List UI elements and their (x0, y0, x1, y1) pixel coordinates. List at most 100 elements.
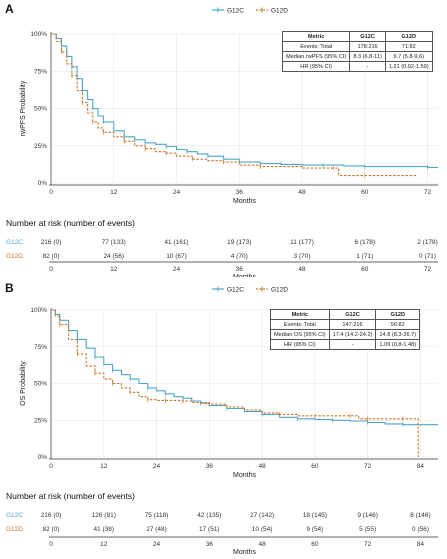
risk-cell: 41 (161) (164, 239, 188, 246)
risk-cell: 5 (55) (359, 526, 376, 533)
risk-cell: 9 (146) (357, 512, 378, 519)
risk-cell: 11 (177) (290, 239, 314, 246)
risk-cell: 75 (118) (145, 512, 169, 519)
risk-x-tick-label: 48 (298, 266, 306, 273)
risk-cell: 0 (71) (419, 253, 436, 260)
stats-row: Events: Total 178:216 71:82 (281, 41, 433, 52)
y-tick-label: 100% (30, 31, 47, 38)
risk-cell: 126 (81) (92, 512, 116, 519)
stats-cell: Median OS (95% CI) (270, 329, 330, 340)
risk-table-title: Number at risk (number of events) (6, 491, 135, 501)
stats-cell: - (328, 339, 377, 350)
y-axis-title: rwPFS Probability (20, 80, 27, 136)
risk-x-tick-label: 60 (311, 541, 319, 548)
stats-row: Median rwPFS (95% CI) 8.3 (6.8-11) 6.7 (… (281, 51, 433, 62)
risk-cell: 3 (70) (294, 253, 311, 260)
risk-cell: 0 (56) (412, 526, 429, 533)
x-tick-label: 12 (110, 189, 118, 196)
stats-cell: 14.8 (8.3-26.7) (375, 329, 421, 340)
stats-cell: 6.7 (5.8-9.6) (384, 51, 433, 62)
risk-cell: 4 (70) (231, 253, 248, 260)
y-tick-label: 0% (38, 454, 48, 461)
y-tick-label: 75% (34, 68, 47, 75)
y-tick-label: 0% (38, 180, 48, 187)
risk-cell: 82 (0) (43, 253, 60, 260)
x-tick-label: 48 (298, 189, 306, 196)
y-axis-title: OS Probability (20, 361, 27, 406)
risk-cell: 77 (133) (102, 239, 126, 246)
risk-x-tick-label: 72 (424, 266, 432, 273)
x-tick-label: 72 (364, 463, 372, 470)
stats-cell: 8.3 (6.8-11) (349, 51, 386, 62)
risk-cell: 216 (0) (41, 512, 62, 519)
y-tick-label: 50% (34, 381, 47, 388)
stats-cell: 178:216 (349, 41, 386, 52)
stats-header-g12d: G12D (384, 31, 433, 42)
x-axis-title: Months (233, 198, 256, 205)
km-curve-g12d (51, 33, 418, 177)
risk-row-label: G12D (6, 526, 23, 533)
stats-header-g12c: G12C (349, 31, 386, 42)
panel-b: B G12C G12D 0% 25% 50% 75% 100% 0 12 24 36 48 60 72 84 M… (0, 277, 447, 556)
risk-cell: 19 (173) (227, 239, 251, 246)
x-tick-label: 12 (100, 463, 108, 470)
stats-cell: HR (95% CI) (270, 339, 330, 350)
risk-table-title: Number at risk (number of events) (6, 218, 135, 228)
risk-cell: 10 (67) (166, 253, 187, 260)
risk-x-tick-label: 24 (153, 541, 161, 548)
stats-header-metric: Metric (270, 309, 330, 320)
x-tick-label: 60 (311, 463, 319, 470)
risk-cell: 82 (0) (43, 526, 60, 533)
risk-cell: 10 (54) (252, 526, 273, 533)
stats-cell: - (349, 61, 386, 72)
stats-cell: 147:216 (328, 319, 377, 330)
risk-x-tick-label: 12 (100, 541, 108, 548)
y-tick-label: 75% (34, 344, 47, 351)
legend-label: G12C (227, 286, 244, 293)
panel-b-stats-table: Metric G12C G12D Events: Total 147:216 5… (270, 309, 421, 350)
risk-x-tick-label: 48 (258, 541, 266, 548)
stats-row: HR (95% CI) - 1.09 (0.8-1.48) (270, 339, 421, 350)
stats-cell: Events: Total (281, 41, 351, 52)
risk-cell: 6 (178) (354, 239, 375, 246)
stats-cell: Median rwPFS (95% CI) (281, 51, 351, 62)
x-tick-label: 72 (424, 189, 432, 196)
stats-cell: 1.09 (0.8-1.48) (375, 339, 421, 350)
stats-row: Events: Total 147:216 56:82 (270, 319, 421, 330)
risk-cell: 27 (142) (250, 512, 274, 519)
risk-cell: 2 (178) (417, 239, 438, 246)
risk-x-tick-label: 72 (364, 541, 372, 548)
risk-cell: 216 (0) (41, 239, 62, 246)
legend-label: G12C (227, 7, 244, 14)
risk-cell: 42 (135) (197, 512, 221, 519)
y-tick-label: 25% (34, 143, 47, 150)
x-tick-label: 48 (258, 463, 266, 470)
x-tick-label: 0 (49, 189, 53, 196)
stats-header-g12d: G12D (375, 309, 421, 320)
risk-x-tick-label: 0 (49, 541, 53, 548)
x-tick-label: 36 (206, 463, 214, 470)
risk-cell: 41 (38) (93, 526, 114, 533)
x-axis-title: Months (233, 472, 256, 479)
risk-cell: 24 (56) (103, 253, 124, 260)
risk-x-tick-label: 84 (417, 541, 425, 548)
stats-cell: 1.21 (0.92-1.59) (384, 61, 433, 72)
risk-cell: 9 (54) (306, 526, 323, 533)
panel-label: B (5, 281, 14, 295)
stats-cell: 71:82 (384, 41, 433, 52)
stats-cell: 17.4 (14.2-24.2) (328, 329, 377, 340)
risk-cell: 1 (71) (356, 253, 373, 260)
km-curve-g12c (51, 33, 438, 168)
y-tick-label: 25% (34, 417, 47, 424)
risk-row-label: G12D (6, 253, 23, 260)
panel-label: A (5, 2, 14, 16)
panel-a: A G12C G12D 0% 25% 50% 75% 100% 0 12 24 36 48 60 72 Mon… (0, 0, 447, 281)
stats-cell: Events: Total (270, 319, 330, 330)
x-tick-label: 60 (361, 189, 369, 196)
risk-cell: 8 (146) (410, 512, 431, 519)
stats-cell: 56:82 (375, 319, 421, 330)
risk-x-axis-title: Months (233, 549, 256, 554)
y-tick-label: 100% (30, 307, 47, 314)
risk-x-tick-label: 12 (110, 266, 118, 273)
